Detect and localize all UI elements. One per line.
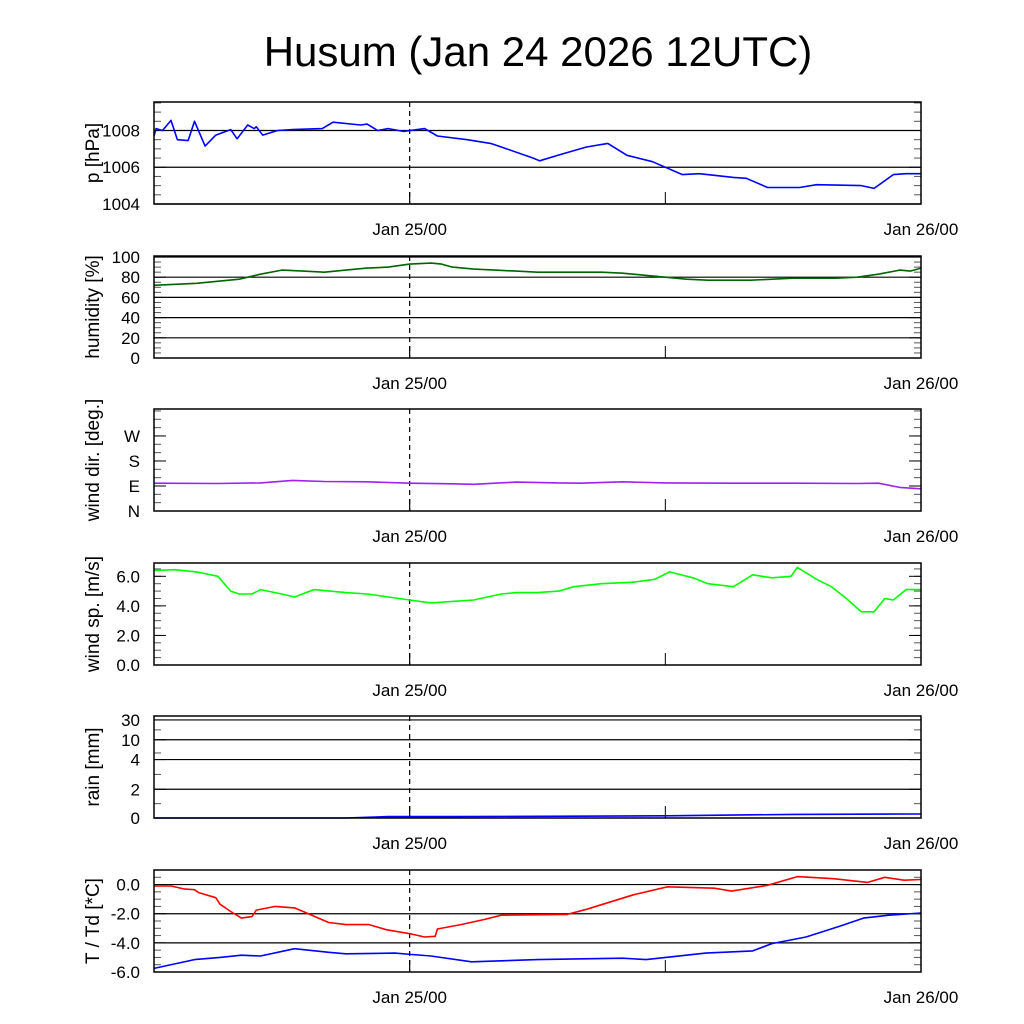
y-tick-label: 1006 (102, 158, 140, 177)
x-tick-label: Jan 26/00 (884, 988, 959, 1007)
y-tick-label: N (128, 502, 140, 521)
series-p (153, 119, 921, 190)
plot-frame (153, 715, 922, 819)
y-tick-label: 100 (112, 248, 140, 267)
y-tick-label: 40 (121, 309, 140, 328)
x-tick-label: Jan 25/00 (372, 834, 447, 853)
series-rh (153, 262, 922, 287)
x-tick-label: Jan 26/00 (884, 220, 959, 239)
chart-title: Husum (Jan 24 2026 12UTC) (264, 28, 813, 75)
y-tick-label: 1008 (102, 121, 140, 140)
y-tick-label: -2.0 (111, 905, 140, 924)
y-axis-label: rain [mm] (83, 727, 104, 806)
y-tick-label: E (129, 477, 140, 496)
series-dd (153, 479, 922, 490)
plot-frame (153, 869, 922, 973)
x-tick-label: Jan 25/00 (372, 220, 447, 239)
panel-pressure: 1004 1006 1008 Jan 25/00 Jan 26/00 p [hPa] (83, 101, 959, 239)
y-tick-label: 0.0 (116, 876, 140, 895)
y-axis-label: wind sp. [m/s] (83, 556, 104, 673)
y-tick-label: 2.0 (116, 626, 140, 645)
y-tick-label: 4 (131, 751, 140, 770)
y-tick-label: 80 (121, 268, 140, 287)
x-tick-label: Jan 26/00 (884, 527, 959, 546)
series-ff (153, 566, 921, 613)
y-axis-label: T / Td [*C] (83, 878, 104, 964)
y-tick-label: -4.0 (111, 934, 140, 953)
y-tick-label: 60 (121, 288, 140, 307)
y-tick-label: 4.0 (116, 597, 140, 616)
y-tick-label: -6.0 (111, 963, 140, 982)
plot-frame (153, 101, 922, 205)
x-tick-label: Jan 25/00 (372, 988, 447, 1007)
plot-frame (153, 562, 922, 666)
y-tick-label: 0 (131, 349, 140, 368)
y-tick-label: S (129, 452, 140, 471)
y-tick-label: 10 (121, 731, 140, 750)
y-tick-label: 0 (131, 809, 140, 828)
y-axis-label: humidity [%] (83, 255, 104, 358)
x-tick-label: Jan 26/00 (884, 834, 959, 853)
x-tick-label: Jan 26/00 (884, 374, 959, 393)
x-tick-label: Jan 25/00 (372, 374, 447, 393)
y-tick-label: 30 (121, 711, 140, 730)
panel-wind-speed: 0.0 2.0 4.0 6.0 Jan 25/00 Jan 26/00 wind sp. [… (83, 556, 958, 700)
x-tick-label: Jan 25/00 (372, 681, 447, 700)
y-tick-label: 2 (131, 780, 140, 799)
panel-temperature: -6.0 -4.0 -2.0 0.0 Jan 25/00 Jan 26/00 T / Td … (83, 869, 959, 1007)
y-tick-label: 20 (121, 329, 140, 348)
x-tick-label: Jan 26/00 (884, 681, 959, 700)
y-axis-label: wind dir. [deg.] (83, 399, 104, 523)
y-tick-label: 0.0 (116, 656, 140, 675)
series-Td (153, 912, 922, 970)
series-T (154, 875, 922, 938)
y-tick-label: 1004 (102, 195, 140, 214)
y-tick-label: 6.0 (116, 567, 140, 586)
y-axis-label: p [hPa] (83, 123, 104, 183)
y-tick-label: W (124, 427, 140, 446)
plot-frame (153, 255, 922, 359)
x-tick-label: Jan 25/00 (372, 527, 447, 546)
plot-frame (153, 408, 922, 512)
